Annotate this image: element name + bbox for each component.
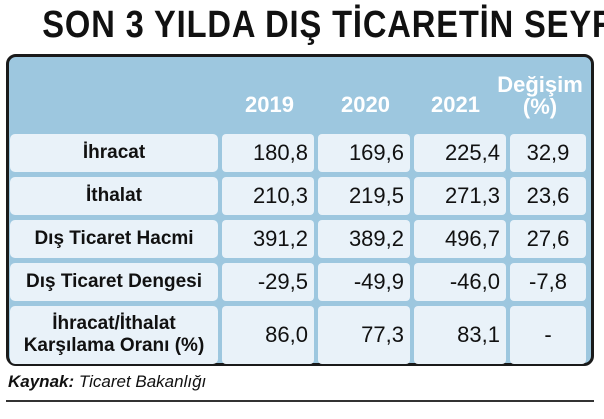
page-title: SON 3 YILDA DIŞ TİCARETİN SEYRİ [42, 4, 604, 46]
row-label: Dış Ticaret Dengesi [10, 263, 218, 301]
row-label: İhracat [10, 134, 218, 172]
table-cell: 210,3 [222, 177, 314, 215]
header-change: Değişim (%) [492, 64, 588, 126]
table-row: Dış Ticaret Hacmi 391,2 389,2 496,7 27,6 [10, 220, 590, 258]
table-cell: 83,1 [414, 306, 506, 364]
table-cell: 389,2 [318, 220, 410, 258]
table-row: İhracat 180,8 169,6 225,4 32,9 [10, 134, 590, 172]
table-cell: 271,3 [414, 177, 506, 215]
source-label: Kaynak: [8, 372, 75, 391]
row-label-line-2: Karşılama Oranı (%) [23, 335, 205, 356]
header-year-2019: 2019 [245, 92, 294, 117]
table-cell: 225,4 [414, 134, 506, 172]
table-cell: 219,5 [318, 177, 410, 215]
source-text: Ticaret Bakanlığı [74, 372, 207, 391]
row-label: İhracat/İthalat Karşılama Oranı (%) [10, 306, 218, 364]
table-cell: 391,2 [222, 220, 314, 258]
source-note: Kaynak: Ticaret Bakanlığı [8, 372, 206, 392]
table-row: Dış Ticaret Dengesi -29,5 -49,9 -46,0 -7… [10, 263, 590, 301]
table-cell: -46,0 [414, 263, 506, 301]
header-change-unit: (%) [522, 94, 558, 119]
header-year-2021: 2021 [431, 92, 480, 117]
table-cell: 77,3 [318, 306, 410, 364]
table-cell: -7,8 [510, 263, 586, 301]
table-cell: 32,9 [510, 134, 586, 172]
table-row: İhracat/İthalat Karşılama Oranı (%) 86,0… [10, 306, 590, 364]
bottom-divider [6, 400, 594, 402]
table-cell: 180,8 [222, 134, 314, 172]
table-cell: -29,5 [222, 263, 314, 301]
header-change-label: Değişim [497, 72, 583, 97]
table-row: İthalat 210,3 219,5 271,3 23,6 [10, 177, 590, 215]
header-year-2020: 2020 [341, 92, 390, 117]
row-label-line-1: İhracat/İthalat [52, 313, 176, 334]
table-cell: -49,9 [318, 263, 410, 301]
row-label: İthalat [10, 177, 218, 215]
table-cell: 169,6 [318, 134, 410, 172]
table-cell: 23,6 [510, 177, 586, 215]
table-cell: - [510, 306, 586, 364]
table-cell: 496,7 [414, 220, 506, 258]
row-label: Dış Ticaret Hacmi [10, 220, 218, 258]
table-cell: 86,0 [222, 306, 314, 364]
table-cell: 27,6 [510, 220, 586, 258]
